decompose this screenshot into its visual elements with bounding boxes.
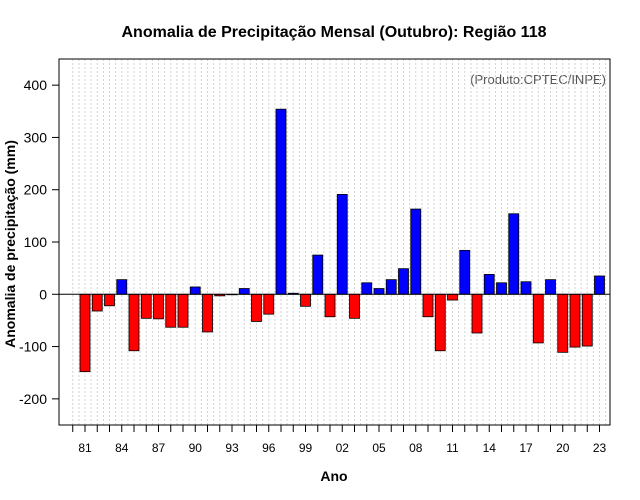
bar-2017 [520, 281, 532, 295]
bar-2001 [324, 293, 336, 318]
x-tick-label: 05 [372, 441, 386, 455]
bar-2009 [422, 293, 434, 318]
bar-1981 [79, 293, 91, 373]
bar-1984 [116, 279, 128, 295]
y-tick-label: 0 [39, 286, 47, 302]
chart-title: Anomalia de Precipitação Mensal (Outubro… [122, 24, 547, 41]
x-tick-label: 08 [409, 441, 423, 455]
x-tick-label: 02 [336, 441, 350, 455]
bar-2011 [447, 293, 458, 301]
bar-2004 [361, 282, 373, 295]
bar-2000 [312, 254, 324, 295]
bar-2005 [373, 288, 385, 295]
bar-1994 [238, 288, 250, 295]
x-tick-label: 96 [262, 441, 276, 455]
y-tick-label: 200 [24, 182, 48, 198]
bar-1986 [140, 293, 152, 319]
bar-2006 [385, 279, 397, 295]
x-tick-label: 84 [115, 441, 129, 455]
bar-1997 [275, 108, 287, 295]
bar-2023 [594, 275, 605, 295]
bar-1990 [189, 286, 201, 295]
bar-1995 [251, 293, 262, 322]
bar-1999 [300, 293, 311, 307]
bar-2016 [508, 213, 520, 295]
bar-2008 [410, 208, 422, 295]
x-tick-label: 99 [299, 441, 313, 455]
bar-2022 [581, 293, 593, 347]
y-tick-label: 300 [24, 129, 48, 145]
bar-1985 [128, 293, 140, 352]
x-tick-label: 14 [483, 441, 497, 455]
y-tick-label: 100 [24, 234, 48, 250]
x-tick-label: 23 [593, 441, 607, 455]
bar-2014 [483, 274, 495, 295]
bar-2020 [557, 293, 569, 353]
bar-2007 [398, 268, 409, 295]
y-tick-label: -200 [19, 391, 47, 407]
y-tick-label: -100 [19, 339, 47, 355]
bar-2003 [349, 293, 360, 319]
bar-1987 [153, 293, 164, 320]
x-tick-label: 81 [78, 441, 92, 455]
bar-2012 [459, 249, 471, 295]
x-tick-label: 87 [152, 441, 166, 455]
x-tick-label: 11 [446, 441, 459, 455]
bar-2010 [434, 293, 446, 352]
y-axis-label: Anomalia de precipitação (mm) [2, 140, 18, 348]
bar-1989 [177, 293, 189, 328]
bar-1991 [202, 293, 213, 333]
bar-2019 [545, 279, 556, 295]
bar-2013 [471, 293, 483, 334]
x-axis-label: Ano [320, 468, 347, 484]
bar-1988 [165, 293, 177, 328]
bar-2018 [532, 293, 544, 344]
bar-1982 [91, 293, 103, 312]
x-tick-label: 20 [556, 441, 570, 455]
bar-2021 [569, 293, 581, 348]
plot-frame [58, 58, 611, 426]
bar-2015 [496, 282, 507, 295]
grid-lines [72, 59, 607, 425]
x-tick-label: 17 [519, 441, 533, 455]
bar-1996 [263, 293, 275, 315]
bar-2002 [336, 194, 348, 295]
bar-1983 [104, 293, 115, 307]
axes-group: -200 -100 0 100 200 300 400 81 84 87 90 93 96 99 02 05 0… [19, 58, 611, 455]
y-tick-label: 400 [24, 77, 48, 93]
x-tick-label: 93 [225, 441, 239, 455]
x-tick-label: 90 [189, 441, 203, 455]
